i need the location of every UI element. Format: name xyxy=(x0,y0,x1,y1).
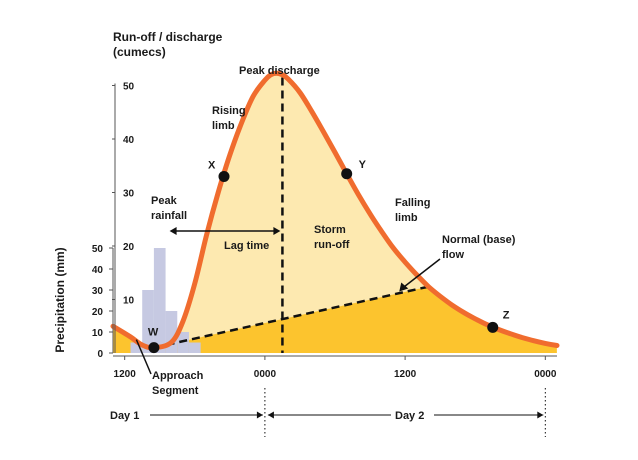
normal-flow-label-line1: Normal (base) xyxy=(442,234,516,246)
normal-flow-pointer xyxy=(402,258,441,289)
rising-limb-label-line2: limb xyxy=(212,120,235,132)
rainfall-bar-4 xyxy=(177,332,189,353)
discharge-axis-title-line2: (cumecs) xyxy=(113,45,166,59)
day-label: Day 1 xyxy=(110,410,139,422)
falling-limb-label-line1: Falling xyxy=(395,197,430,209)
point-x xyxy=(218,170,230,182)
rainfall-bar-2 xyxy=(153,248,166,353)
approach-segment-pointer xyxy=(135,339,152,375)
storm-runoff-area xyxy=(113,73,557,353)
point-w xyxy=(148,342,160,354)
time-tick-label: 0000 xyxy=(254,369,277,380)
precipitation-tick-label: 20 xyxy=(92,307,104,318)
discharge-tick-label: 20 xyxy=(123,242,135,253)
point-y xyxy=(341,168,353,180)
precipitation-axis-title: Precipitation (mm) xyxy=(53,247,67,352)
discharge-axis-title-line1: Run-off / discharge xyxy=(113,30,223,44)
approach-segment-label-line2: Segment xyxy=(152,385,199,397)
lag-time-label: Lag time xyxy=(224,240,269,252)
day-arrowhead xyxy=(256,411,263,419)
rainfall-bars xyxy=(130,248,201,353)
precipitation-ticks: 0 10 20 30 40 50 xyxy=(92,244,113,360)
precipitation-tick-label: 40 xyxy=(92,265,104,276)
peak-rainfall-label-line2: rainfall xyxy=(151,210,187,222)
rainfall-bar-1 xyxy=(142,290,154,353)
precipitation-tick-label: 0 xyxy=(97,349,103,360)
storm-runoff-label-line2: run-off xyxy=(314,239,350,251)
day-label: Day 2 xyxy=(395,410,424,422)
discharge-ticks: 10 20 30 40 50 xyxy=(112,82,135,307)
rising-limb-label-line1: Rising xyxy=(212,105,246,117)
precipitation-tick-label: 30 xyxy=(92,286,104,297)
rainfall-bar-3 xyxy=(165,311,178,353)
day-arrowhead xyxy=(537,411,544,419)
hydrograph-curve xyxy=(110,70,560,351)
rainfall-bar-0 xyxy=(130,342,143,353)
time-tick-label: 1200 xyxy=(394,369,417,380)
rainfall-bar-5 xyxy=(188,342,201,353)
discharge-tick-label: 10 xyxy=(123,296,135,307)
hydrograph-points: W X Y Z xyxy=(148,159,510,354)
approach-segment-label-line1: Approach xyxy=(152,370,204,382)
point-label-x: X xyxy=(208,159,216,171)
day-spans: Day 1 Day 2 xyxy=(110,388,546,437)
baseflow-separation-line xyxy=(153,285,429,349)
peak-discharge-label: Peak discharge xyxy=(239,65,320,77)
storm-runoff-label-line1: Storm xyxy=(314,224,346,236)
time-tick-label: 0000 xyxy=(534,369,557,380)
lag-time-arrowhead-right xyxy=(273,227,281,235)
normal-flow-arrowhead xyxy=(399,282,409,292)
time-ticks: 1200 0000 1200 0000 xyxy=(114,356,557,380)
discharge-tick-label: 40 xyxy=(123,135,135,146)
precipitation-tick-label: 50 xyxy=(92,244,104,255)
point-label-z: Z xyxy=(503,309,510,321)
lag-time-arrowhead-left xyxy=(169,227,177,235)
precipitation-tick-label: 10 xyxy=(92,328,104,339)
point-label-w: W xyxy=(148,327,159,339)
discharge-tick-label: 30 xyxy=(123,189,135,200)
discharge-tick-label: 50 xyxy=(123,82,135,93)
day-arrowhead xyxy=(267,411,274,419)
point-z xyxy=(487,321,499,333)
falling-limb-label-line2: limb xyxy=(395,212,418,224)
normal-flow-label-line2: flow xyxy=(442,249,464,261)
point-label-y: Y xyxy=(359,159,367,171)
time-tick-label: 1200 xyxy=(114,369,137,380)
peak-rainfall-label-line1: Peak xyxy=(151,195,178,207)
